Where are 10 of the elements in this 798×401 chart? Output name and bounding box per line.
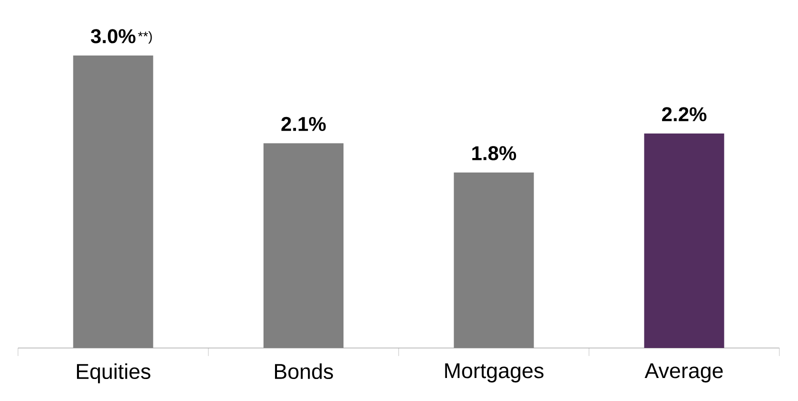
- data-label: 1.8%: [472, 146, 516, 160]
- data-label: 3.0%: [90, 29, 136, 44]
- data-label: 2.2%: [662, 107, 706, 122]
- x-tick-label: Bonds: [275, 363, 333, 380]
- annotation: **): [138, 31, 152, 44]
- x-tick-label: Equities: [76, 363, 150, 384]
- x-tick-label: Average: [644, 363, 723, 382]
- data-label: 2.1%: [281, 116, 326, 132]
- bar: [644, 134, 724, 348]
- x-tick-label: Mortgages: [445, 363, 544, 382]
